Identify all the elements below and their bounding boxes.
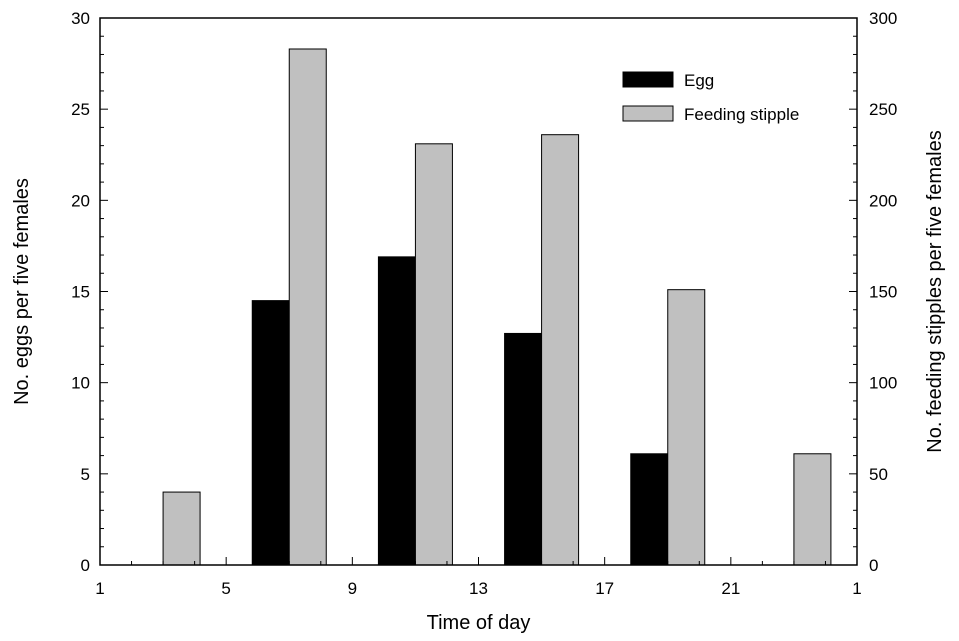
bar-feeding-stipple-3 — [541, 134, 580, 566]
y2-tick-label: 250 — [869, 100, 897, 119]
y2-tick-label: 150 — [869, 283, 897, 302]
y2-tick-label: 50 — [869, 465, 888, 484]
legend-label-feeding-stipple: Feeding stipple — [684, 105, 799, 124]
y-tick-label: 20 — [71, 191, 90, 210]
bar-feeding-stipple-2 — [414, 143, 453, 566]
y2-tick-label: 200 — [869, 191, 897, 210]
plot-frame — [99, 17, 858, 566]
x-tick-label: 1 — [852, 579, 861, 598]
bar-egg-2 — [377, 256, 416, 566]
bar-egg-1 — [251, 300, 290, 566]
x-tick-label: 9 — [348, 579, 357, 598]
x-tick-label: 13 — [469, 579, 488, 598]
bar-feeding-stipple-1 — [288, 48, 327, 566]
y-tick-label: 10 — [71, 374, 90, 393]
bar-egg-3 — [504, 332, 543, 566]
legend-swatch-feeding-stipple — [622, 105, 674, 122]
x-tick-label: 1 — [95, 579, 104, 598]
legend-swatch-egg — [622, 71, 674, 88]
y-tick-label: 5 — [81, 465, 90, 484]
y2-axis-title: No. feeding stipples per five females — [924, 130, 946, 452]
x-tick-label: 21 — [721, 579, 740, 598]
bar-feeding-stipple-0 — [162, 491, 201, 566]
bar-feeding-stipple-5 — [793, 453, 832, 566]
x-tick-label: 5 — [221, 579, 230, 598]
y-tick-label: 25 — [71, 100, 90, 119]
y2-tick-label: 100 — [869, 374, 897, 393]
y2-tick-label: 0 — [869, 556, 878, 575]
legend: Egg Feeding stipple — [622, 71, 799, 124]
x-axis-title: Time of day — [427, 612, 531, 634]
x-tick-label: 17 — [595, 579, 614, 598]
y-tick-label: 0 — [81, 556, 90, 575]
y2-tick-label: 300 — [869, 9, 897, 28]
bar-egg-4 — [630, 453, 669, 566]
y-tick-label: 15 — [71, 283, 90, 302]
bars-group — [162, 48, 832, 566]
y-tick-label: 30 — [71, 9, 90, 28]
legend-label-egg: Egg — [684, 71, 714, 90]
bar-feeding-stipple-4 — [667, 289, 706, 566]
y-axis-title: No. eggs per five females — [11, 178, 33, 405]
